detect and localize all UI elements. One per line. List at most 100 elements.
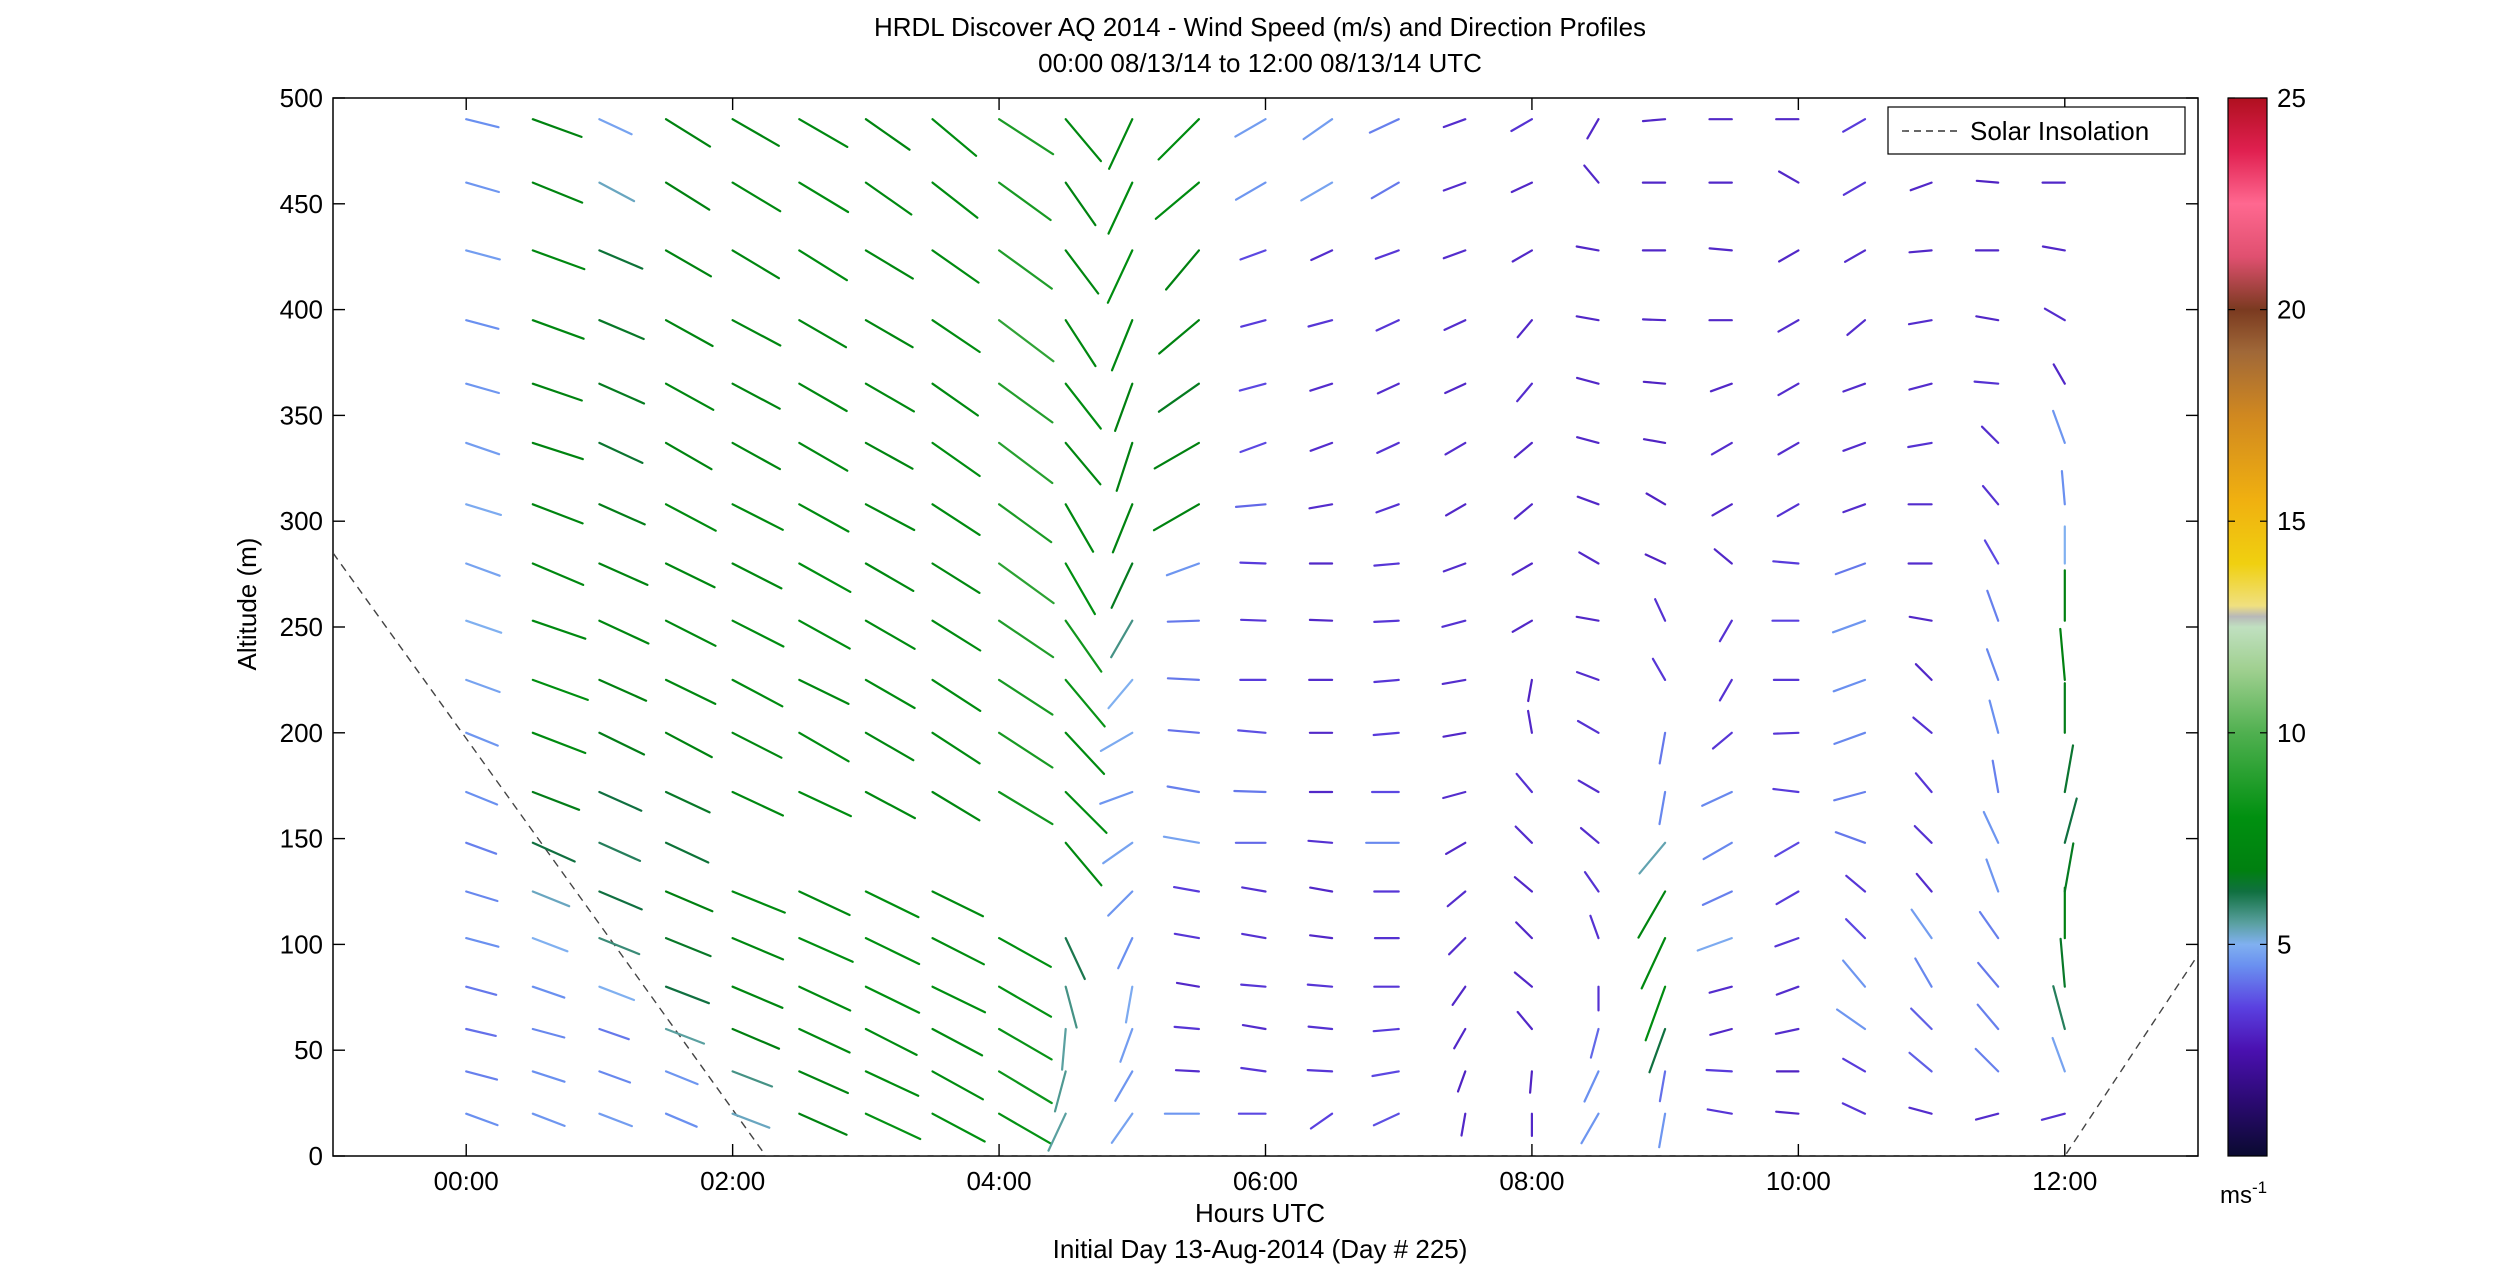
wind-vector	[864, 181, 913, 216]
wind-vector	[1447, 936, 1467, 956]
wind-vector	[1915, 872, 1933, 893]
colorbar-unit-exp: -1	[2252, 1178, 2267, 1197]
wind-vector	[1842, 382, 1867, 393]
wind-vector	[1064, 181, 1097, 227]
wind-vector	[1456, 1070, 1467, 1093]
wind-vector	[1239, 441, 1267, 454]
wind-vector	[598, 118, 633, 136]
wind-vector	[864, 790, 917, 820]
wind-vector	[1579, 826, 1600, 844]
wind-vector	[1241, 932, 1267, 940]
wind-vector	[1510, 181, 1534, 194]
wind-vector	[1444, 382, 1467, 395]
wind-vector	[1064, 503, 1095, 553]
wind-vector	[997, 562, 1055, 605]
wind-vector	[1237, 729, 1267, 734]
wind-vector	[1908, 1106, 1933, 1115]
wind-vector	[664, 319, 714, 348]
wind-vector	[1708, 247, 1733, 252]
y-tick-label: 300	[280, 506, 323, 536]
wind-vector	[1713, 548, 1733, 565]
colorbar-scale	[2227, 97, 2268, 1157]
wind-vector	[1166, 785, 1201, 794]
legend-label: Solar Insolation	[1970, 116, 2149, 146]
wind-vector	[1982, 810, 2000, 844]
wind-vector	[1514, 825, 1534, 844]
wind-vector	[531, 503, 584, 525]
wind-vector	[731, 936, 785, 961]
wind-vector	[1658, 1112, 1667, 1149]
wind-vector	[664, 841, 710, 864]
wind-vector	[2063, 744, 2075, 794]
wind-vector	[1164, 249, 1201, 291]
y-tick-label: 500	[280, 83, 323, 113]
wind-vector	[2041, 245, 2066, 252]
wind-vector	[1576, 719, 1600, 734]
wind-vector	[664, 936, 712, 958]
wind-vector	[1842, 118, 1867, 133]
wind-vector	[931, 562, 981, 595]
wind-vector	[931, 619, 982, 652]
wind-vector	[1099, 731, 1134, 753]
wind-vector	[1442, 249, 1467, 260]
wind-vector	[997, 985, 1053, 1018]
wind-vector	[731, 382, 781, 410]
colorbar-unit-base: ms	[2220, 1182, 2252, 1209]
wind-vector	[1453, 1027, 1467, 1050]
wind-vector	[1442, 731, 1467, 738]
wind-vector	[1907, 441, 1933, 449]
wind-vector	[931, 319, 981, 354]
wind-vector	[1777, 441, 1800, 456]
wind-vector	[1511, 249, 1534, 263]
wind-vector	[1977, 961, 2000, 988]
wind-vector	[1516, 382, 1534, 403]
wind-vector	[1576, 495, 1600, 506]
wind-vector	[1444, 441, 1467, 456]
wind-vector	[1913, 824, 1933, 844]
wind-vector	[1110, 1112, 1134, 1144]
wind-vector	[931, 441, 981, 478]
wind-vector	[864, 1112, 922, 1141]
wind-vector	[1153, 441, 1201, 470]
wind-vector	[1513, 876, 1534, 893]
wind-vector	[1575, 670, 1600, 682]
wind-vector	[1309, 886, 1334, 893]
wind-vector	[1589, 1027, 1600, 1059]
wind-vector	[731, 790, 785, 817]
wind-vector	[1641, 318, 1667, 322]
wind-vector	[1166, 677, 1201, 682]
wind-vector	[931, 118, 978, 157]
wind-vector	[531, 619, 587, 640]
wind-vector	[664, 503, 717, 532]
wind-vector	[531, 731, 587, 755]
wind-vector	[2051, 1036, 2066, 1073]
x-tick-label: 02:00	[700, 1166, 765, 1196]
wind-vector	[1053, 1070, 1067, 1113]
wind-vector	[798, 1112, 848, 1136]
wind-vector	[465, 503, 502, 517]
wind-vector	[1239, 618, 1267, 622]
wind-vector	[664, 562, 716, 589]
wind-vector	[1515, 921, 1534, 940]
legend: Solar Insolation	[1887, 106, 2186, 155]
wind-vector	[1910, 908, 1933, 940]
wind-vector	[731, 890, 786, 914]
wind-vector	[1511, 562, 1534, 576]
wind-vector	[1658, 790, 1667, 826]
wind-vector	[1834, 562, 1867, 576]
wind-vector	[1511, 619, 1534, 633]
wind-vector	[531, 249, 586, 271]
wind-vector	[798, 678, 850, 706]
y-tick-label: 400	[280, 295, 323, 325]
wind-vector	[465, 1112, 499, 1127]
wind-vector	[1842, 1057, 1867, 1073]
wind-vector	[1064, 841, 1103, 887]
wind-vector	[731, 562, 783, 590]
wind-vector	[1157, 118, 1201, 161]
wind-vector	[1527, 678, 1534, 703]
wind-vector	[1986, 589, 2000, 622]
wind-vector	[1648, 1027, 1667, 1074]
wind-vector	[731, 731, 783, 759]
wind-vector	[1175, 981, 1201, 988]
wind-vector	[1642, 380, 1667, 385]
